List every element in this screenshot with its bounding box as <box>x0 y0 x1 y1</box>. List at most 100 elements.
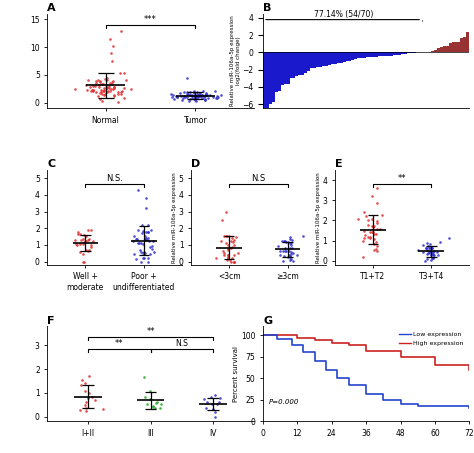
Bar <box>455 42 457 53</box>
Point <box>192 97 200 104</box>
Point <box>427 257 435 264</box>
Point <box>203 399 211 406</box>
Point <box>369 228 376 236</box>
Point <box>212 95 220 102</box>
Bar <box>351 53 355 60</box>
Point <box>79 235 87 242</box>
Point <box>428 244 436 251</box>
Point <box>423 247 430 254</box>
Point <box>193 93 201 101</box>
Point <box>109 42 117 49</box>
Point <box>77 407 84 414</box>
Point <box>369 229 377 236</box>
Point <box>196 92 203 100</box>
Point <box>286 251 293 258</box>
Point <box>100 87 107 94</box>
Point <box>446 235 453 242</box>
Point <box>198 92 206 99</box>
Point <box>376 225 384 232</box>
Point <box>87 241 95 248</box>
Point <box>80 240 87 247</box>
Point <box>370 235 378 242</box>
Point <box>366 235 374 242</box>
Bar <box>460 38 464 53</box>
Text: **: ** <box>398 174 406 183</box>
Text: D: D <box>191 159 201 169</box>
Bar <box>396 53 399 55</box>
Point <box>103 77 110 84</box>
Point <box>286 245 293 252</box>
Point <box>82 405 90 412</box>
Point <box>130 251 138 258</box>
Point <box>284 239 292 246</box>
Point <box>281 247 288 255</box>
Point <box>132 255 139 262</box>
Point <box>210 93 217 100</box>
Bar <box>310 53 313 68</box>
Point <box>424 251 431 258</box>
Bar <box>401 53 404 54</box>
Point <box>168 93 176 101</box>
Point <box>286 253 293 260</box>
Point <box>131 232 138 240</box>
Point <box>433 248 440 255</box>
Point <box>281 253 288 260</box>
Bar <box>457 42 460 53</box>
Point <box>107 49 115 56</box>
Point <box>107 85 114 92</box>
Point <box>115 98 122 106</box>
Point <box>117 89 125 96</box>
Point <box>82 388 89 395</box>
Point <box>194 92 201 100</box>
Point <box>110 85 118 92</box>
Point <box>234 249 242 256</box>
Point <box>114 91 122 98</box>
Legend: Low expression, High expression: Low expression, High expression <box>397 330 466 348</box>
Point <box>427 251 434 259</box>
Bar <box>437 48 440 53</box>
Point <box>374 247 381 254</box>
Point <box>374 220 381 227</box>
Point <box>225 245 233 252</box>
Bar <box>266 53 269 114</box>
Point <box>89 88 97 95</box>
Bar <box>334 53 337 63</box>
Point <box>287 250 295 257</box>
Bar <box>399 53 401 55</box>
Point <box>88 87 95 95</box>
Point <box>220 249 228 256</box>
Point <box>103 88 110 96</box>
Point <box>369 223 376 231</box>
Point <box>189 92 196 100</box>
Point <box>77 236 85 244</box>
Bar <box>287 53 290 84</box>
Point <box>141 232 149 239</box>
Point <box>201 92 209 99</box>
Point <box>289 249 297 256</box>
Point <box>99 81 106 88</box>
Point <box>82 408 90 415</box>
Point <box>372 238 380 245</box>
Point <box>150 237 157 244</box>
Bar <box>384 53 387 56</box>
Point <box>81 379 89 386</box>
Point <box>150 402 157 410</box>
Point <box>108 81 116 88</box>
Bar <box>434 50 437 53</box>
Point <box>187 96 194 103</box>
Point <box>225 252 232 259</box>
Point <box>201 91 209 98</box>
Point <box>103 74 110 81</box>
Point <box>110 83 118 91</box>
Point <box>136 246 144 253</box>
Point <box>436 238 444 245</box>
Point <box>371 240 378 247</box>
Point <box>84 395 91 402</box>
Point <box>279 248 287 255</box>
Point <box>170 96 178 103</box>
Point <box>360 237 367 244</box>
Point <box>145 228 152 236</box>
Text: **: ** <box>115 339 124 348</box>
Point <box>143 228 150 235</box>
Point <box>104 87 112 95</box>
